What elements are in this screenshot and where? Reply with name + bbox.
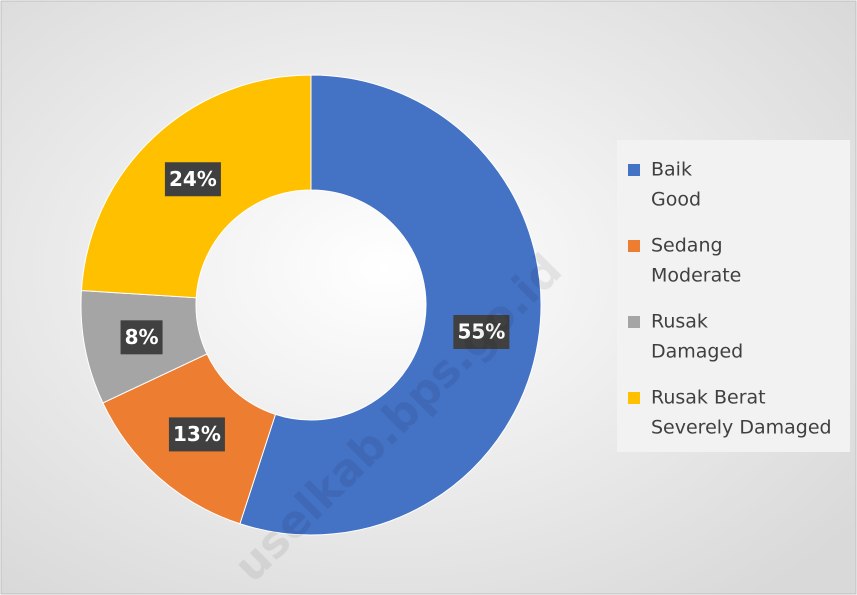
data-label: 55% bbox=[457, 319, 505, 343]
legend-swatch bbox=[628, 164, 640, 176]
data-label: 8% bbox=[125, 325, 159, 349]
legend-swatch bbox=[628, 240, 640, 252]
legend-label: Baik bbox=[651, 159, 692, 181]
legend-box bbox=[617, 140, 850, 452]
slice bbox=[239, 74, 542, 536]
legend-label: Damaged bbox=[651, 341, 743, 363]
data-label-box bbox=[453, 314, 510, 349]
legend-label: Rusak Berat bbox=[651, 387, 766, 409]
legend-label: Severely Damaged bbox=[651, 417, 832, 439]
data-label: 13% bbox=[173, 422, 221, 446]
data-label-box bbox=[168, 417, 225, 452]
legend-label: Good bbox=[651, 189, 701, 211]
data-label-box bbox=[164, 162, 221, 197]
legend-swatch bbox=[628, 392, 640, 404]
legend-label: Sedang bbox=[651, 235, 723, 257]
data-label-box bbox=[120, 320, 163, 355]
legend-swatch bbox=[628, 316, 640, 328]
data-label: 24% bbox=[169, 167, 217, 191]
legend-label: Moderate bbox=[651, 265, 741, 287]
legend-label: Rusak bbox=[651, 311, 708, 333]
